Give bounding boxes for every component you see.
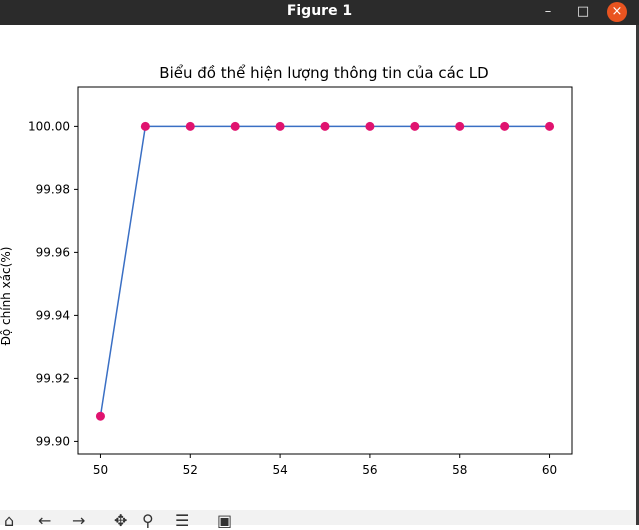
x-axis: 50 52 54 56 58 60 [93, 454, 557, 477]
data-point [95, 411, 105, 421]
back-icon[interactable]: ← [38, 511, 52, 530]
y-tick-label: 99.98 [36, 182, 70, 196]
series-group [95, 121, 555, 421]
minimize-icon[interactable]: – [544, 4, 552, 19]
data-point [140, 121, 150, 131]
data-point [410, 121, 420, 131]
close-icon[interactable]: × [607, 2, 627, 22]
pan-icon[interactable]: ✥ [114, 511, 128, 530]
y-tick-label: 99.96 [36, 245, 70, 259]
y-tick-label: 99.94 [36, 308, 70, 322]
x-tick-label: 50 [93, 463, 108, 477]
y-tick-label: 99.90 [36, 434, 70, 448]
line-chart: Biểu đồ thể hiện lượng thông tin của các… [0, 64, 573, 477]
data-point [500, 121, 510, 131]
x-tick-label: 56 [362, 463, 377, 477]
y-tick-label: 100.00 [28, 119, 70, 133]
data-point [545, 121, 555, 131]
home-icon[interactable]: ⌂ [4, 511, 15, 530]
forward-icon[interactable]: → [72, 511, 86, 530]
data-point [275, 121, 285, 131]
x-tick-label: 54 [272, 463, 287, 477]
zoom-icon[interactable]: ⚲ [142, 511, 154, 530]
series-line [99, 125, 550, 417]
data-point [320, 121, 330, 131]
x-tick-label: 52 [183, 463, 198, 477]
maximize-icon[interactable]: □ [576, 4, 590, 19]
y-tick-label: 99.92 [36, 371, 70, 385]
chart-title: Biểu đồ thể hiện lượng thông tin của các… [159, 64, 488, 82]
data-point [185, 121, 195, 131]
window-titlebar: Figure 1 – □ × [0, 0, 639, 25]
x-tick-label: 58 [452, 463, 467, 477]
window-border [636, 25, 639, 525]
window-title: Figure 1 [286, 3, 353, 19]
subplots-icon[interactable]: ☰ [175, 511, 190, 530]
y-axis-label: Độ chính xác(%) [0, 247, 13, 346]
plot-frame [77, 86, 573, 455]
data-point [365, 121, 375, 131]
x-tick-label: 60 [542, 463, 557, 477]
data-point [455, 121, 465, 131]
figure-toolbar: ⌂ ← → ✥ ⚲ ☰ ▣ [0, 510, 636, 529]
save-icon[interactable]: ▣ [217, 511, 233, 530]
y-axis: 99.90 99.92 99.94 99.96 99.98 100.00 [28, 119, 78, 448]
data-point [230, 121, 240, 131]
